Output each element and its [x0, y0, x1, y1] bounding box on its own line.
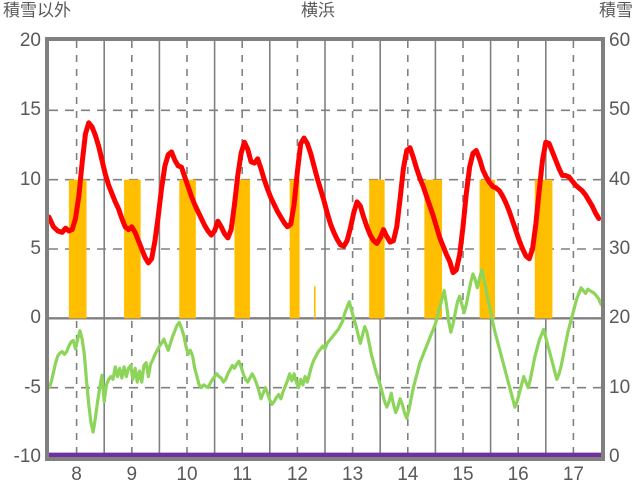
y-axis-tick-right-20: 20 — [609, 307, 631, 329]
y-axis-tick-left-5: 5 — [30, 238, 41, 259]
x-axis-tick-8: 8 — [71, 464, 82, 485]
plot-area — [45, 37, 605, 461]
y-axis-tick-left--10: -10 — [13, 446, 41, 467]
y-axis-tick-right-10: 10 — [609, 376, 631, 398]
y-axis-tick-left-20: 20 — [19, 30, 41, 51]
right-axis-caption: 積雪 — [599, 1, 633, 20]
y-axis-tick-right-30: 30 — [609, 238, 631, 259]
gridlines-dashed-horizontal — [49, 109, 601, 389]
red-line — [49, 120, 601, 276]
x-axis-tick-9: 9 — [126, 464, 138, 485]
x-axis-tick-15: 15 — [452, 464, 474, 485]
x-axis-tick-14: 14 — [397, 464, 419, 485]
red-series-line — [49, 120, 601, 276]
chart-svg — [49, 41, 601, 457]
y-axis-tick-left--5: -5 — [24, 376, 41, 398]
y-axis-tick-right-50: 50 — [609, 99, 631, 121]
left-axis-caption: 積雪以外 — [3, 1, 71, 20]
y-axis-tick-right-40: 40 — [609, 168, 631, 190]
x-axis-tick-11: 11 — [232, 464, 253, 485]
y-axis-tick-right-60: 60 — [609, 30, 631, 51]
snow-bars — [68, 179, 553, 319]
y-axis-tick-left-10: 10 — [19, 168, 41, 190]
bar-8 — [68, 179, 87, 319]
bar-14 — [424, 179, 443, 319]
plot-inner — [49, 41, 601, 457]
bar-13 — [369, 179, 385, 319]
x-axis-tick-10: 10 — [176, 464, 198, 485]
y-axis-tick-right-0: 0 — [609, 446, 620, 467]
bar-12b — [313, 286, 316, 319]
chart-title: 横浜 — [301, 1, 335, 20]
x-axis-tick-16: 16 — [507, 464, 529, 485]
y-axis-tick-left-15: 15 — [19, 99, 41, 121]
bar-9 — [124, 179, 141, 319]
bar-10 — [179, 179, 196, 319]
x-axis-tick-13: 13 — [342, 464, 364, 485]
x-axis-tick-17: 17 — [562, 464, 584, 485]
green-series-line — [49, 268, 601, 434]
bar-12 — [289, 179, 300, 319]
y-axis-tick-left-0: 0 — [30, 307, 41, 329]
x-axis-tick-12: 12 — [286, 464, 308, 485]
green-line — [49, 268, 601, 434]
bar-11 — [234, 179, 250, 319]
